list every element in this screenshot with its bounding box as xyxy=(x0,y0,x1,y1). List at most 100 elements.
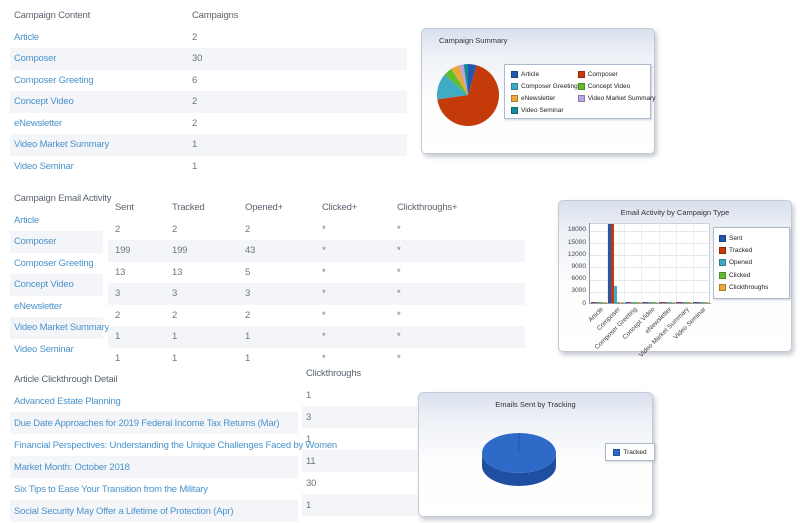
h-gridline xyxy=(590,291,709,293)
cell-value: * xyxy=(397,266,401,278)
bar-opened-video-market-summary xyxy=(682,301,686,303)
cell-value: * xyxy=(322,352,326,364)
column-header-clicked: Clicked+ xyxy=(322,202,358,213)
cell-value: 1 xyxy=(192,160,198,172)
article-link-due-date-approaches-for-2019-f[interactable]: Due Date Approaches for 2019 Federal Inc… xyxy=(14,417,280,429)
column-header-opened: Opened+ xyxy=(245,202,283,213)
campaign-link-video-seminar[interactable]: Video Seminar xyxy=(14,160,74,172)
chart-title: Email Activity by Campaign Type xyxy=(620,208,730,217)
y-axis-tick-label: 6000 xyxy=(571,275,586,283)
bar-sent-video-seminar xyxy=(693,301,697,303)
y-axis-tick-label: 18000 xyxy=(567,226,586,234)
article-link-advanced-estate-planning[interactable]: Advanced Estate Planning xyxy=(14,395,121,407)
pie-slice-video-seminar xyxy=(463,64,468,95)
campaign-link-composer[interactable]: Composer xyxy=(14,236,57,248)
table-body: Article Composer Composer Greeting Concept … xyxy=(10,210,109,361)
column-header-clickthroughs: Clickthroughs+ xyxy=(397,202,458,213)
campaign-link-enewsletter[interactable]: eNewsletter xyxy=(14,300,62,312)
bar-sent-enewsletter xyxy=(659,301,663,303)
cell-value: * xyxy=(322,288,326,299)
bar-clickthroughs-composer xyxy=(620,301,624,303)
legend-item-article: Article xyxy=(511,70,578,78)
column-header: Clickthroughs xyxy=(306,367,361,379)
table-row: Due Date Approaches for 2019 Federal Inc… xyxy=(10,412,298,434)
campaign-link-article[interactable]: Article xyxy=(14,31,39,43)
bar-clickthroughs-video-market-summary xyxy=(689,301,693,303)
campaign-link-enewsletter[interactable]: eNewsletter xyxy=(14,117,62,129)
y-axis-line xyxy=(589,223,590,304)
legend-item-opened: Opened xyxy=(719,259,784,267)
table-row: eNewsletter xyxy=(10,296,103,318)
legend-label: eNewsletter xyxy=(521,95,556,103)
legend-label: Clicked xyxy=(729,271,751,279)
table-row: Composer 30 xyxy=(10,48,407,70)
h-gridline xyxy=(590,230,709,232)
bar-clickthroughs-concept-video xyxy=(654,301,658,303)
cell-value: 3 xyxy=(245,288,251,299)
campaign-link-video-market-summary[interactable]: Video Market Summary xyxy=(14,322,110,334)
v-gridline xyxy=(675,224,677,303)
article-link-social-security-may-offer-a-li[interactable]: Social Security May Offer a Lifetime of … xyxy=(14,505,234,517)
cell-value: * xyxy=(397,223,401,235)
table-row: Article xyxy=(10,210,103,232)
cell-value: * xyxy=(322,266,326,278)
chart-title: Campaign Summary xyxy=(439,36,508,45)
emails-sent-by-tracking-chart-panel: Emails Sent by Tracking Tracked xyxy=(418,392,655,517)
cell-value: 2 xyxy=(192,117,198,129)
legend-color-chip xyxy=(511,95,518,103)
bar-opened-composer xyxy=(614,285,618,303)
bar-opened-article xyxy=(596,301,601,303)
campaign-link-video-market-summary[interactable]: Video Market Summary xyxy=(14,139,110,151)
bar-sent-video-market-summary xyxy=(676,301,680,303)
cell-value: 2 xyxy=(192,96,198,108)
table-row: Advanced Estate Planning xyxy=(10,390,298,412)
legend-color-chip xyxy=(577,95,585,103)
bar-clicked-enewsletter xyxy=(668,301,672,303)
bar-opened-enewsletter xyxy=(665,301,669,303)
table-row: 13 13 5 * * xyxy=(108,262,525,284)
pie-slice-concept-video xyxy=(444,68,468,95)
table-row: 1 1 1 * * xyxy=(108,326,525,348)
table-row: 1 xyxy=(302,494,417,516)
legend-label: Article xyxy=(521,70,540,78)
cell-value: 13 xyxy=(115,266,126,278)
legend-color-chip xyxy=(511,70,518,78)
article-link-financial-perspectives-underst[interactable]: Financial Perspectives: Understanding th… xyxy=(14,439,337,451)
bar-tracked-composer xyxy=(610,224,615,303)
bar-clicked-article xyxy=(600,301,604,303)
table-row: Article 2 xyxy=(10,27,407,49)
y-axis-tick-label: 3000 xyxy=(571,287,586,295)
bar-clicked-video-seminar xyxy=(703,301,707,303)
campaign-link-composer-greeting[interactable]: Composer Greeting xyxy=(14,257,94,269)
cell-value: * xyxy=(322,309,326,321)
table-header-row: Sent Tracked Opened+ Clicked+ Clickthroughs+ xyxy=(108,197,525,219)
legend-item-tracked: Tracked xyxy=(613,448,647,456)
legend-color-chip xyxy=(719,284,726,292)
campaign-link-video-seminar[interactable]: Video Seminar xyxy=(14,343,74,355)
bar-chart-plot-area xyxy=(589,223,710,304)
bar-clicked-composer-greeting xyxy=(634,301,638,303)
legend-color-chip xyxy=(719,271,726,279)
chart-title: Emails Sent by Tracking xyxy=(495,400,576,409)
article-link-six-tips-to-ease-your-transiti[interactable]: Six Tips to Ease Your Transition from th… xyxy=(14,483,208,495)
cell-value: * xyxy=(322,223,326,235)
legend-label: Concept Video xyxy=(587,82,631,90)
cell-value: 1 xyxy=(115,331,121,342)
table-row: 2 2 2 * * xyxy=(108,219,525,241)
campaign-link-composer[interactable]: Composer xyxy=(14,53,57,65)
cell-value: 6 xyxy=(192,74,198,86)
legend-label: Sent xyxy=(729,234,743,242)
h-gridline xyxy=(590,255,709,257)
campaign-link-concept-video[interactable]: Concept Video xyxy=(14,96,74,108)
article-link-market-month-october-2018[interactable]: Market Month: October 2018 xyxy=(14,461,130,473)
campaign-content-table: Campaign Content Campaigns Article 2 Compo… xyxy=(10,5,407,177)
table-row: Video Market Summary xyxy=(10,317,109,339)
campaign-link-composer-greeting[interactable]: Composer Greeting xyxy=(14,74,94,86)
table-header-row: Campaign Email Activity xyxy=(10,188,112,210)
campaign-link-article[interactable]: Article xyxy=(14,214,39,226)
cell-value: 13 xyxy=(172,266,183,278)
v-gridline xyxy=(692,224,694,303)
cell-value: 30 xyxy=(192,53,203,65)
campaign-link-concept-video[interactable]: Concept Video xyxy=(14,279,74,291)
